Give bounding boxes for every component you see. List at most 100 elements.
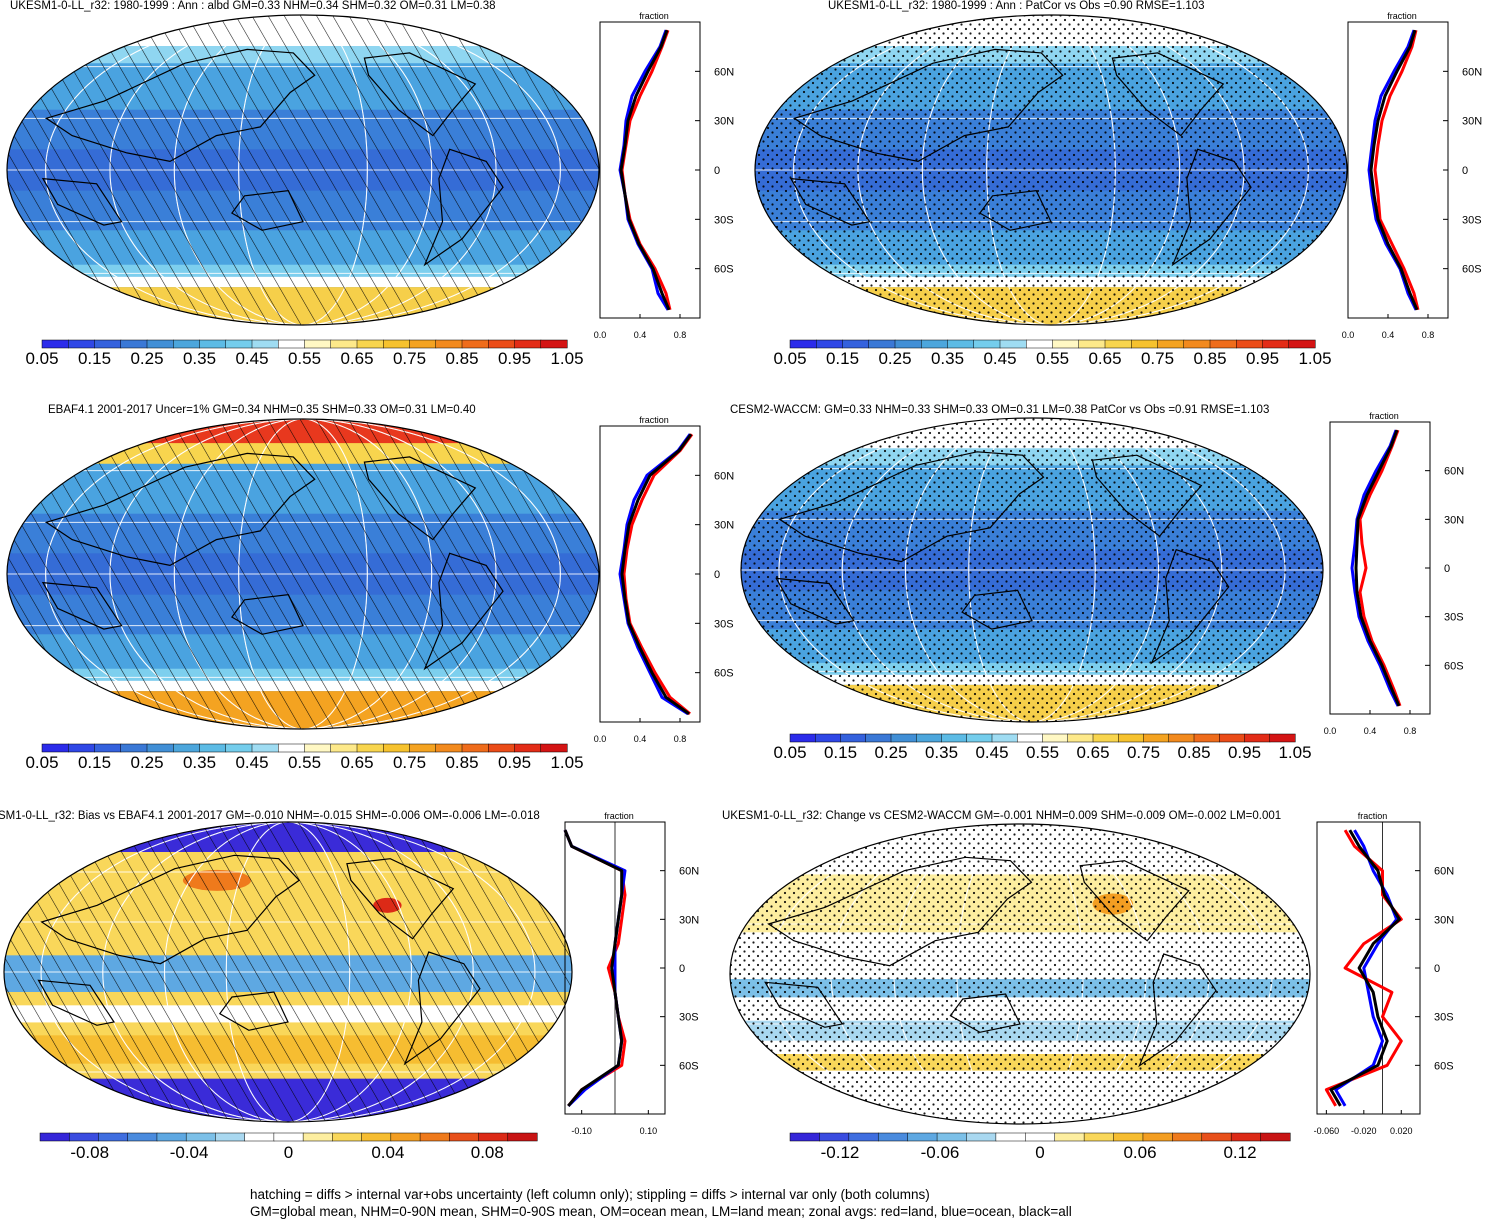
colorbar-swatch bbox=[890, 733, 917, 743]
colorbar-swatch bbox=[1201, 1132, 1232, 1142]
colorbar-tick-label: 0.15 bbox=[78, 349, 111, 368]
colorbar-swatch bbox=[916, 733, 943, 743]
colorbar-tick-label: -0.08 bbox=[70, 1143, 109, 1162]
colorbar-tick-label: 0.95 bbox=[498, 753, 531, 772]
colorbar-tick-label: 1.05 bbox=[1278, 743, 1311, 762]
zonal-xtick-label: -0.060 bbox=[1314, 1126, 1340, 1136]
colorbar-swatch bbox=[966, 733, 993, 743]
colorbar-tick-label: 0.35 bbox=[931, 349, 964, 368]
colorbar-tick-label: 0.85 bbox=[1177, 743, 1210, 762]
colorbar-tick-label: 0.06 bbox=[1123, 1143, 1156, 1162]
colorbar-swatch bbox=[383, 743, 411, 753]
zonal-series-all bbox=[1329, 829, 1401, 1107]
colorbar-swatch bbox=[304, 339, 332, 349]
colorbar-swatch bbox=[507, 1132, 538, 1142]
zonal-frame bbox=[599, 425, 701, 723]
zonal-ytick-label: 30S bbox=[714, 618, 734, 630]
colorbar-swatch bbox=[1052, 339, 1080, 349]
colorbar-tick-label: 0.85 bbox=[445, 349, 478, 368]
zonal-series-land bbox=[1373, 29, 1420, 311]
colorbar-swatch bbox=[225, 743, 253, 753]
colorbar-swatch bbox=[1118, 733, 1145, 743]
colorbar-swatch bbox=[1260, 1132, 1291, 1142]
colorbar-tick-label: 0.45 bbox=[235, 753, 268, 772]
zonal-xtick-label: 0.0 bbox=[1342, 330, 1355, 340]
zonal-xtick-label: -0.020 bbox=[1351, 1126, 1377, 1136]
colorbar-tick-label: 0.55 bbox=[1026, 743, 1059, 762]
colorbar-tick-label: 0.05 bbox=[773, 743, 806, 762]
colorbar-swatch bbox=[173, 339, 201, 349]
colorbar-swatch bbox=[302, 1132, 333, 1142]
panel-figure: 0.05 0.15 0.25 0.35 0.45 0.55 0.65 0.75 0.85 0.95… bbox=[740, 411, 1464, 762]
colorbar-swatch bbox=[1054, 1132, 1085, 1142]
colorbar-swatch bbox=[478, 1132, 509, 1142]
colorbar-tick-label: 0.45 bbox=[983, 349, 1016, 368]
panel-title: UKESM1-0-LL_r32: 1980-1999 : Ann : albd … bbox=[10, 0, 496, 12]
colorbar-swatch bbox=[1236, 339, 1264, 349]
colorbar-swatch bbox=[1209, 339, 1237, 349]
zonal-xtick-label: 0.0 bbox=[1324, 726, 1337, 736]
colorbar-swatch bbox=[921, 339, 949, 349]
map-greenland bbox=[1264, 27, 1300, 44]
colorbar-swatch bbox=[1183, 339, 1211, 349]
colorbar-tick-label: 0.75 bbox=[1141, 349, 1174, 368]
colorbar-tick-label: 0.05 bbox=[25, 349, 58, 368]
colorbar-swatch bbox=[1230, 1132, 1262, 1142]
colorbar-tick-label: 0.05 bbox=[25, 753, 58, 772]
zonal-ytick-label: 60S bbox=[1444, 660, 1464, 672]
colorbar-swatch bbox=[435, 339, 463, 349]
colorbar-swatch bbox=[819, 1132, 850, 1142]
colorbar-swatch bbox=[1142, 1132, 1173, 1142]
colorbar-tick-label: 0.45 bbox=[235, 349, 268, 368]
colorbar-swatch bbox=[127, 1132, 158, 1142]
panel-figure: -0.12 -0.06 0 0.06 0.12fraction60N30N030S60S… bbox=[729, 811, 1454, 1162]
colorbar-swatch bbox=[185, 1132, 216, 1142]
panel-title: UKESM1-0-LL_r32: 1980-1999 : Ann : PatCo… bbox=[828, 0, 1205, 12]
zonal-ytick-label: 60N bbox=[679, 866, 699, 878]
colorbar-tick-label: 0.85 bbox=[445, 753, 478, 772]
colorbar-swatch bbox=[1172, 1132, 1203, 1142]
map-greenland bbox=[1241, 430, 1277, 446]
map-border bbox=[729, 823, 1311, 1125]
colorbar-swatch bbox=[361, 1132, 392, 1142]
colorbar-tick-label: 0.25 bbox=[130, 349, 163, 368]
colorbar-swatch bbox=[94, 743, 122, 753]
colorbar-tick-label: 0.85 bbox=[1193, 349, 1226, 368]
colorbar-swatch bbox=[1262, 339, 1290, 349]
colorbar-swatch bbox=[941, 733, 968, 743]
colorbar-tick-label: 0.15 bbox=[826, 349, 859, 368]
colorbar-tick-label: -0.06 bbox=[921, 1143, 960, 1162]
zonal-xtick-label: 0.10 bbox=[640, 1126, 658, 1136]
zonal-ytick-label: 60S bbox=[714, 264, 734, 276]
stippling-overlay bbox=[741, 418, 1323, 722]
zonal-ytick-label: 0 bbox=[1462, 165, 1468, 177]
colorbar-swatch bbox=[146, 339, 174, 349]
map-field bbox=[755, 15, 1347, 325]
colorbar-swatch bbox=[1078, 339, 1106, 349]
colorbar-swatch bbox=[1269, 733, 1296, 743]
colorbar-tick-label: 0.04 bbox=[371, 1143, 404, 1162]
colorbar-swatch bbox=[215, 1132, 246, 1142]
colorbar-swatch bbox=[390, 1132, 421, 1142]
colorbar-swatch bbox=[68, 743, 96, 753]
zonal-series-all bbox=[620, 433, 693, 716]
colorbar-swatch bbox=[356, 339, 384, 349]
zonal-ytick-label: 30S bbox=[679, 1012, 699, 1024]
zonal-series-ocean bbox=[618, 29, 670, 311]
colorbar-tick-label: 0.95 bbox=[1228, 743, 1261, 762]
map-border bbox=[6, 418, 600, 730]
map-border bbox=[754, 14, 1348, 326]
zonal-ytick-label: 60N bbox=[714, 470, 734, 482]
colorbar-swatch bbox=[383, 339, 411, 349]
panel-title: UKESM1-0-LL_r32: Change vs CESM2-WACCM G… bbox=[722, 810, 1282, 822]
colorbar-swatch bbox=[488, 339, 516, 349]
zonal-series-ocean bbox=[1334, 829, 1399, 1107]
colorbar-swatch bbox=[907, 1132, 938, 1142]
colorbar-tick-label: 0.65 bbox=[340, 753, 373, 772]
colorbar-swatch bbox=[865, 733, 892, 743]
zonal-ytick-label: 30S bbox=[1462, 214, 1482, 226]
colorbar-swatch bbox=[488, 743, 516, 753]
colorbar-swatch bbox=[1104, 339, 1132, 349]
colorbar-swatch bbox=[461, 339, 489, 349]
colorbar-tick-label: 0.95 bbox=[498, 349, 531, 368]
